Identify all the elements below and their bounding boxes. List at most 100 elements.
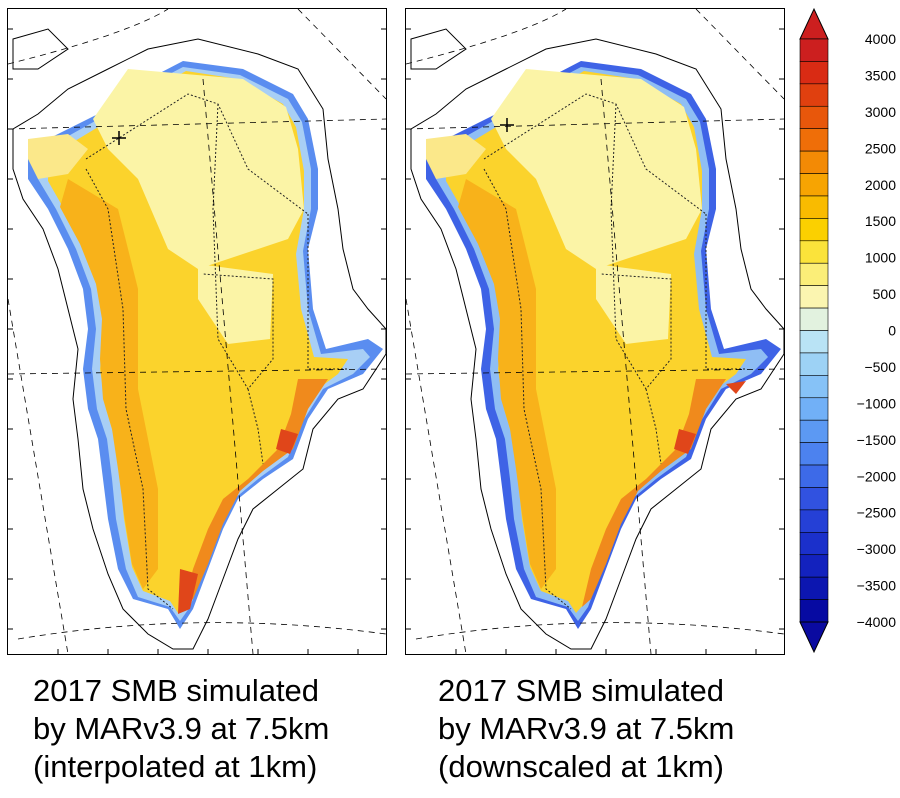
longitude-line xyxy=(406,298,467,654)
colorbar-band xyxy=(799,599,829,623)
caption-interpolated: 2017 SMB simulated by MARv3.9 at 7.5km (… xyxy=(33,672,329,786)
coastline-islands xyxy=(410,28,467,70)
colorbar-band xyxy=(799,61,829,85)
colorbar-band xyxy=(799,554,829,578)
colorbar-top-arrow xyxy=(799,7,829,40)
latitude-line xyxy=(406,118,784,130)
caption-line: by MARv3.9 at 7.5km xyxy=(438,711,735,746)
caption-line: (interpolated at 1km) xyxy=(33,749,318,784)
smb-map-downscaled xyxy=(405,8,785,655)
caption-line: 2017 SMB simulated xyxy=(438,673,725,708)
colorbar-band xyxy=(799,330,829,354)
colorbar-tick-label: 3500 xyxy=(865,67,896,83)
colorbar-band xyxy=(799,307,829,331)
colorbar-band xyxy=(799,419,829,443)
graticule xyxy=(8,9,386,654)
colorbar-band xyxy=(799,532,829,556)
colorbar-tick-label: 2000 xyxy=(865,177,896,193)
colorbar-band xyxy=(799,240,829,264)
ice-interior-light xyxy=(491,69,702,269)
ice-northwest-lobe xyxy=(426,134,486,179)
longitude-line xyxy=(406,9,567,65)
coastline xyxy=(410,38,784,650)
colorbar-tick-label: −500 xyxy=(864,359,896,375)
longitude-line xyxy=(600,78,652,654)
longitude-line xyxy=(202,78,254,654)
cross-marker xyxy=(112,131,126,145)
colorbar-band xyxy=(799,352,829,376)
colorbar-tick-label: −1000 xyxy=(857,395,897,411)
smb-colorbar: 4000 3500 3000 2500 2000 1500 1000 500 0 −500 −100… xyxy=(799,7,897,654)
colorbar-bands xyxy=(799,7,829,654)
colorbar-band xyxy=(799,105,829,129)
ice-interior-light-center xyxy=(198,264,273,344)
tick-marks xyxy=(8,28,386,654)
colorbar-tick-label: 1000 xyxy=(865,250,896,266)
colorbar-tick-label: −3000 xyxy=(857,541,897,557)
colorbar-bottom-arrow xyxy=(799,621,829,654)
colorbar-band xyxy=(799,218,829,242)
cross-marker xyxy=(500,118,514,132)
colorbar-band xyxy=(799,375,829,399)
ice-warm-west xyxy=(60,179,158,589)
colorbar-band xyxy=(799,150,829,174)
drainage-divides xyxy=(483,93,746,610)
ice-interior-light-center xyxy=(596,264,671,344)
caption-line: 2017 SMB simulated xyxy=(33,673,320,708)
greenland-map-interpolated xyxy=(8,9,386,654)
tick-marks xyxy=(406,28,784,654)
colorbar-tick-label: −2000 xyxy=(857,468,897,484)
colorbar-band xyxy=(799,464,829,488)
colorbar-band xyxy=(799,195,829,219)
colorbar-band xyxy=(799,262,829,286)
colorbar-band xyxy=(799,83,829,107)
margin-red-south xyxy=(178,569,198,614)
colorbar-band xyxy=(799,128,829,152)
colorbar-tick-label: 1500 xyxy=(865,213,896,229)
caption-downscaled: 2017 SMB simulated by MARv3.9 at 7.5km (… xyxy=(438,672,734,786)
latitude-line xyxy=(406,368,784,375)
latitude-line xyxy=(8,118,386,130)
caption-line: by MARv3.9 at 7.5km xyxy=(33,711,330,746)
margin-red-southeast xyxy=(674,429,696,454)
colorbar-tick-label: 500 xyxy=(873,286,897,302)
caption-line: (downscaled at 1km) xyxy=(438,749,725,784)
coastline-layer xyxy=(12,28,386,650)
colorbar-tick-label: −4000 xyxy=(857,614,897,630)
colorbar-labels: 4000 3500 3000 2500 2000 1500 1000 500 0 −500 −100… xyxy=(857,31,897,630)
colorbar-tick-label: −2500 xyxy=(857,505,897,521)
colorbar-band xyxy=(799,576,829,600)
longitude-line xyxy=(297,9,386,100)
divide-east xyxy=(705,214,746,370)
smb-map-interpolated xyxy=(7,8,387,655)
longitude-line xyxy=(8,298,69,654)
divide-south xyxy=(645,388,662,465)
divide-west xyxy=(85,168,174,610)
ice-warm-west xyxy=(458,179,556,589)
colorbar-band xyxy=(799,442,829,466)
colorbar-band xyxy=(799,509,829,533)
colorbar-band xyxy=(799,397,829,421)
margin-red-southeast xyxy=(276,429,298,454)
longitude-line xyxy=(8,9,169,65)
ice-interior-light xyxy=(93,69,304,269)
coastline xyxy=(12,38,386,650)
ice-sheet-layer xyxy=(28,61,383,629)
colorbar-tick-label: 3000 xyxy=(865,104,896,120)
colorbar-band xyxy=(799,38,829,62)
coastline-islands xyxy=(12,28,69,70)
graticule xyxy=(406,9,784,654)
longitude-line xyxy=(695,9,784,100)
colorbar-band xyxy=(799,173,829,197)
drainage-divides xyxy=(85,93,348,610)
margin-red-east xyxy=(726,381,746,394)
colorbar-tick-label: 4000 xyxy=(865,31,896,47)
divide-south xyxy=(247,388,264,465)
longitude-line xyxy=(415,622,784,640)
longitude-line xyxy=(17,622,386,640)
divide-east xyxy=(307,214,348,370)
colorbar-tick-label: 0 xyxy=(888,323,896,339)
divide-west xyxy=(483,168,572,610)
latitude-line xyxy=(8,368,386,375)
ice-northwest-lobe xyxy=(28,134,88,179)
